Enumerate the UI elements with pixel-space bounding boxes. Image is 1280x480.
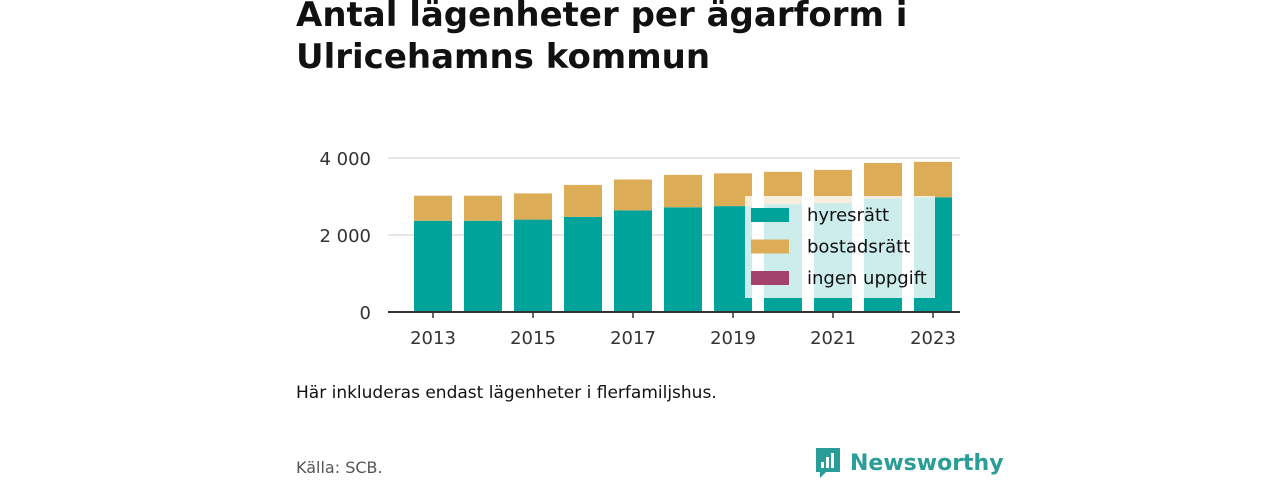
x-tick-label: 2021 <box>810 328 856 349</box>
x-axis-labels: 2013 2015 2017 2019 2021 2023 <box>410 312 956 349</box>
bar-bostadsrätt-2015 <box>514 193 552 220</box>
legend-label-ingen-uppgift: ingen uppgift <box>807 268 927 289</box>
bar-hyresrätt-2013 <box>414 220 452 312</box>
y-tick-label: 0 <box>360 303 371 324</box>
bar-hyresrätt-2014 <box>464 220 502 312</box>
chart: 0 2 000 4 000 hyresrätt bostadsrätt ingen up… <box>319 149 960 349</box>
bar-bostadsrätt-2016 <box>564 184 602 217</box>
legend-swatch-hyresrätt <box>751 208 789 222</box>
newsworthy-icon <box>816 448 840 478</box>
bar-hyresrätt-2017 <box>614 210 652 312</box>
x-tick-label: 2017 <box>610 328 656 349</box>
legend-label-bostadsrätt: bostadsrätt <box>807 237 910 258</box>
legend-swatch-ingen-uppgift <box>751 271 789 285</box>
bar-bostadsrätt-2022 <box>864 162 902 199</box>
bar-hyresrätt-2018 <box>664 207 702 312</box>
legend-label-hyresrätt: hyresrätt <box>807 205 889 226</box>
x-tick-label: 2013 <box>410 328 456 349</box>
chart-note: Här inkluderas endast lägenheter i flerf… <box>296 383 717 403</box>
brand-name: Newsworthy <box>850 450 1004 476</box>
bar-hyresrätt-2016 <box>564 216 602 312</box>
legend-swatch-bostadsrätt <box>751 239 789 254</box>
y-tick-label: 4 000 <box>319 149 371 170</box>
x-tick-label: 2023 <box>910 328 956 349</box>
newsworthy-logo: Newsworthy <box>814 446 1004 480</box>
legend: hyresrätt bostadsrätt ingen uppgift <box>751 205 927 289</box>
source-text: Källa: SCB. <box>296 458 383 477</box>
bar-bostadsrätt-2023 <box>914 161 952 198</box>
bar-hyresrätt-2015 <box>514 219 552 312</box>
y-axis-labels: 0 2 000 4 000 <box>319 149 371 324</box>
bar-bostadsrätt-2017 <box>614 179 652 211</box>
x-tick-label: 2019 <box>710 328 756 349</box>
bar-bostadsrätt-2018 <box>664 174 702 208</box>
x-tick-label: 2015 <box>510 328 556 349</box>
bar-bostadsrätt-2014 <box>464 195 502 221</box>
chart-title: Antal lägenheter per ägarform i Ulriceha… <box>296 0 908 77</box>
y-tick-label: 2 000 <box>319 226 371 247</box>
bar-bostadsrätt-2013 <box>414 195 452 221</box>
